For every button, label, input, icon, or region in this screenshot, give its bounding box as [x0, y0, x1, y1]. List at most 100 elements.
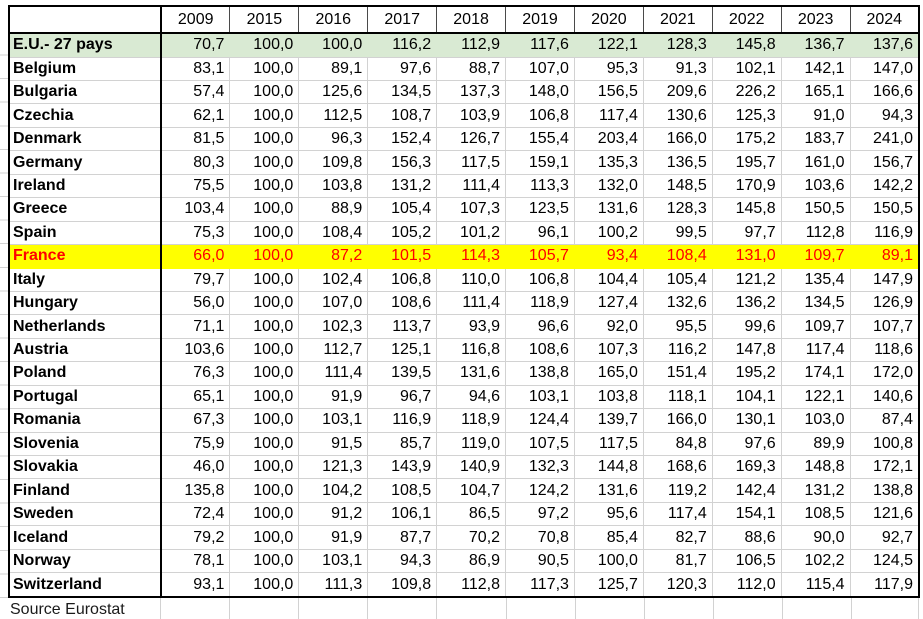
row-label[interactable]: Belgium: [9, 57, 162, 82]
value-cell[interactable]: 97,7: [712, 221, 782, 246]
value-cell[interactable]: 94,6: [436, 385, 507, 410]
row-label[interactable]: E.U.- 27 pays: [9, 33, 162, 58]
row-label[interactable]: Denmark: [9, 127, 162, 152]
value-cell[interactable]: 122,1: [574, 33, 644, 58]
value-cell[interactable]: 109,7: [781, 314, 851, 339]
value-cell[interactable]: 110,0: [436, 268, 507, 292]
row-label[interactable]: Portugal: [9, 385, 162, 410]
value-cell[interactable]: 65,1: [161, 385, 231, 410]
value-cell[interactable]: 134,5: [781, 291, 851, 316]
value-cell[interactable]: 79,2: [161, 525, 231, 550]
value-cell[interactable]: 132,0: [574, 174, 644, 199]
value-cell[interactable]: 111,4: [436, 291, 507, 316]
value-cell[interactable]: 117,9: [850, 572, 919, 598]
value-cell[interactable]: 156,5: [574, 80, 644, 105]
value-cell[interactable]: 166,0: [643, 127, 713, 152]
value-cell[interactable]: 92,0: [574, 314, 644, 339]
value-cell[interactable]: 88,7: [436, 57, 507, 82]
value-cell[interactable]: 88,9: [298, 197, 369, 222]
value-cell[interactable]: 100,0: [229, 127, 300, 152]
value-cell[interactable]: 113,3: [505, 174, 575, 199]
value-cell[interactable]: 161,0: [781, 150, 851, 175]
value-cell[interactable]: 147,8: [712, 338, 782, 363]
year-header[interactable]: 2024: [850, 6, 919, 34]
value-cell[interactable]: 128,3: [643, 197, 713, 222]
value-cell[interactable]: 131,2: [781, 478, 851, 503]
value-cell[interactable]: 86,9: [436, 549, 507, 574]
value-cell[interactable]: 83,1: [161, 57, 231, 82]
value-cell[interactable]: 117,3: [505, 572, 575, 598]
value-cell[interactable]: 100,0: [229, 197, 300, 222]
value-cell[interactable]: 118,9: [505, 291, 575, 316]
value-cell[interactable]: 102,3: [298, 314, 369, 339]
value-cell[interactable]: 100,0: [229, 150, 300, 175]
value-cell[interactable]: 103,6: [161, 338, 231, 363]
value-cell[interactable]: 226,2: [712, 80, 782, 105]
value-cell[interactable]: 121,2: [712, 268, 782, 292]
value-cell[interactable]: 209,6: [643, 80, 713, 105]
value-cell[interactable]: 125,1: [367, 338, 438, 363]
value-cell[interactable]: 165,1: [781, 80, 851, 105]
year-header[interactable]: 2018: [436, 6, 507, 34]
value-cell[interactable]: 117,6: [505, 33, 575, 58]
value-cell[interactable]: 75,9: [161, 432, 231, 457]
value-cell[interactable]: 46,0: [161, 455, 231, 480]
value-cell[interactable]: 125,6: [298, 80, 369, 105]
value-cell[interactable]: 107,3: [436, 197, 507, 222]
value-cell[interactable]: 91,9: [298, 525, 369, 550]
value-cell[interactable]: 109,8: [298, 150, 369, 175]
value-cell[interactable]: 112,0: [712, 572, 782, 598]
value-cell[interactable]: 118,9: [436, 408, 507, 433]
year-header[interactable]: 2015: [229, 6, 300, 34]
value-cell[interactable]: 100,0: [229, 268, 300, 292]
value-cell[interactable]: 93,9: [436, 314, 507, 339]
value-cell[interactable]: 154,1: [712, 502, 782, 527]
value-cell[interactable]: 117,5: [436, 150, 507, 175]
row-label[interactable]: Sweden: [9, 502, 162, 527]
year-header[interactable]: 2021: [643, 6, 713, 34]
value-cell[interactable]: 145,8: [712, 33, 782, 58]
value-cell[interactable]: 114,3: [436, 244, 506, 269]
value-cell[interactable]: 92,7: [850, 525, 919, 550]
value-cell[interactable]: 94,3: [367, 549, 438, 574]
value-cell[interactable]: 148,5: [643, 174, 713, 199]
value-cell[interactable]: 105,4: [643, 268, 713, 292]
row-label[interactable]: Austria: [9, 338, 162, 363]
value-cell[interactable]: 105,4: [367, 197, 438, 222]
value-cell[interactable]: 111,4: [298, 361, 369, 386]
value-cell[interactable]: 156,3: [367, 150, 438, 175]
value-cell[interactable]: 174,1: [781, 361, 851, 386]
value-cell[interactable]: 56,0: [161, 291, 231, 316]
value-cell[interactable]: 75,3: [161, 221, 231, 246]
row-label[interactable]: Poland: [9, 361, 162, 386]
value-cell[interactable]: 100,0: [229, 244, 299, 269]
value-cell[interactable]: 91,3: [643, 57, 713, 82]
value-cell[interactable]: 156,7: [850, 150, 919, 175]
value-cell[interactable]: 89,9: [781, 432, 851, 457]
value-cell[interactable]: 91,2: [298, 502, 369, 527]
value-cell[interactable]: 127,4: [574, 291, 644, 316]
value-cell[interactable]: 142,1: [781, 57, 851, 82]
value-cell[interactable]: 139,5: [367, 361, 438, 386]
value-cell[interactable]: 105,7: [505, 244, 575, 269]
value-cell[interactable]: 103,9: [436, 103, 507, 128]
value-cell[interactable]: 144,8: [574, 455, 644, 480]
value-cell[interactable]: 124,2: [505, 478, 575, 503]
value-cell[interactable]: 134,5: [367, 80, 438, 105]
value-cell[interactable]: 137,6: [850, 33, 919, 58]
value-cell[interactable]: 70,7: [161, 33, 230, 58]
value-cell[interactable]: 95,6: [574, 502, 644, 527]
row-label[interactable]: Greece: [9, 197, 162, 222]
value-cell[interactable]: 107,0: [505, 57, 575, 82]
value-cell[interactable]: 87,4: [850, 408, 919, 433]
row-label[interactable]: Romania: [9, 408, 162, 433]
value-cell[interactable]: 150,5: [850, 197, 919, 222]
year-header[interactable]: 2020: [574, 6, 644, 34]
value-cell[interactable]: 112,9: [436, 33, 506, 58]
value-cell[interactable]: 90,5: [505, 549, 575, 574]
value-cell[interactable]: 109,8: [367, 572, 438, 598]
value-cell[interactable]: 118,6: [850, 338, 919, 363]
value-cell[interactable]: 89,1: [850, 244, 919, 269]
value-cell[interactable]: 152,4: [367, 127, 438, 152]
value-cell[interactable]: 116,2: [367, 33, 437, 58]
